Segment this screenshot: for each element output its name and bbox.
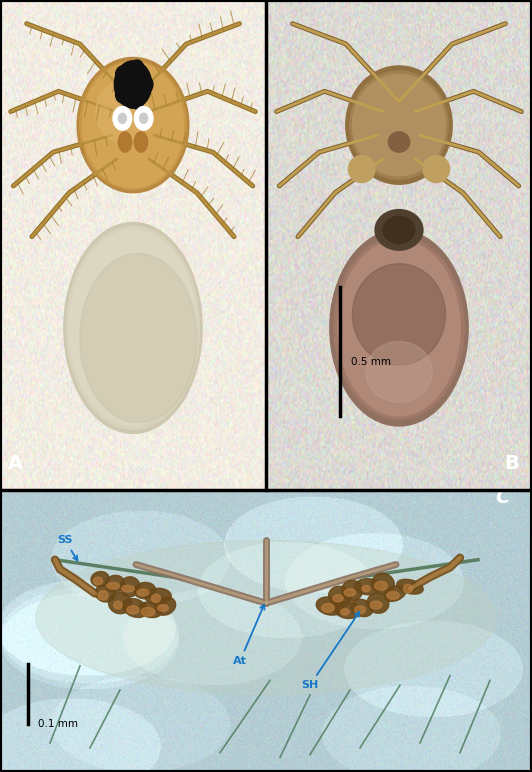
Ellipse shape	[387, 591, 399, 599]
Ellipse shape	[80, 61, 186, 189]
Ellipse shape	[141, 608, 155, 616]
Circle shape	[113, 107, 132, 130]
Ellipse shape	[397, 579, 423, 594]
Ellipse shape	[106, 583, 119, 589]
Ellipse shape	[98, 591, 108, 600]
Ellipse shape	[338, 240, 460, 416]
Ellipse shape	[423, 155, 450, 182]
Ellipse shape	[333, 594, 343, 602]
Ellipse shape	[342, 581, 363, 601]
Ellipse shape	[370, 601, 382, 609]
Circle shape	[119, 113, 127, 124]
Ellipse shape	[152, 594, 161, 602]
Circle shape	[130, 92, 144, 109]
Ellipse shape	[362, 585, 370, 592]
Ellipse shape	[154, 597, 176, 615]
Ellipse shape	[316, 597, 344, 615]
Ellipse shape	[122, 598, 147, 618]
Text: 0.1 mm: 0.1 mm	[38, 719, 78, 729]
Ellipse shape	[122, 585, 134, 592]
Ellipse shape	[137, 589, 149, 596]
Ellipse shape	[36, 540, 496, 695]
Ellipse shape	[367, 593, 389, 613]
Text: 0.5 mm: 0.5 mm	[351, 357, 391, 367]
Ellipse shape	[95, 585, 115, 602]
Ellipse shape	[348, 155, 375, 182]
Text: SH: SH	[301, 612, 359, 690]
Ellipse shape	[334, 237, 464, 419]
Ellipse shape	[330, 230, 468, 426]
Ellipse shape	[344, 589, 356, 596]
Ellipse shape	[351, 599, 373, 617]
Ellipse shape	[383, 216, 415, 243]
Text: B: B	[504, 454, 519, 473]
Circle shape	[115, 66, 129, 83]
Ellipse shape	[352, 264, 446, 365]
Ellipse shape	[134, 582, 156, 599]
Ellipse shape	[352, 74, 446, 176]
Ellipse shape	[157, 604, 168, 611]
Ellipse shape	[334, 601, 360, 618]
Text: A: A	[8, 454, 23, 473]
Ellipse shape	[96, 81, 149, 142]
Ellipse shape	[346, 66, 452, 185]
Ellipse shape	[403, 584, 413, 593]
Ellipse shape	[366, 341, 432, 402]
Ellipse shape	[64, 222, 202, 433]
Ellipse shape	[109, 593, 131, 614]
Ellipse shape	[138, 602, 162, 618]
Ellipse shape	[94, 577, 103, 584]
Circle shape	[114, 61, 152, 108]
Ellipse shape	[105, 575, 124, 592]
Circle shape	[139, 76, 153, 93]
Ellipse shape	[329, 586, 351, 607]
Text: SS: SS	[57, 536, 78, 560]
Ellipse shape	[120, 577, 140, 597]
Ellipse shape	[127, 606, 139, 614]
Ellipse shape	[91, 571, 109, 587]
Circle shape	[130, 60, 144, 77]
Ellipse shape	[372, 574, 394, 594]
Ellipse shape	[354, 579, 381, 594]
Ellipse shape	[69, 231, 197, 425]
Text: C: C	[496, 488, 510, 506]
Circle shape	[134, 107, 153, 130]
Ellipse shape	[82, 63, 184, 188]
Ellipse shape	[114, 601, 122, 609]
Ellipse shape	[145, 588, 171, 604]
Ellipse shape	[354, 606, 365, 614]
Ellipse shape	[77, 57, 189, 193]
Circle shape	[115, 86, 129, 103]
Ellipse shape	[340, 608, 350, 615]
Ellipse shape	[350, 71, 448, 179]
Ellipse shape	[375, 210, 423, 250]
Ellipse shape	[134, 132, 148, 152]
Ellipse shape	[80, 253, 197, 422]
Text: At: At	[233, 604, 264, 666]
Ellipse shape	[384, 586, 406, 601]
Ellipse shape	[118, 132, 132, 152]
Ellipse shape	[375, 581, 387, 591]
Ellipse shape	[322, 604, 334, 612]
Ellipse shape	[388, 132, 410, 152]
Circle shape	[139, 113, 148, 124]
Ellipse shape	[66, 226, 200, 429]
